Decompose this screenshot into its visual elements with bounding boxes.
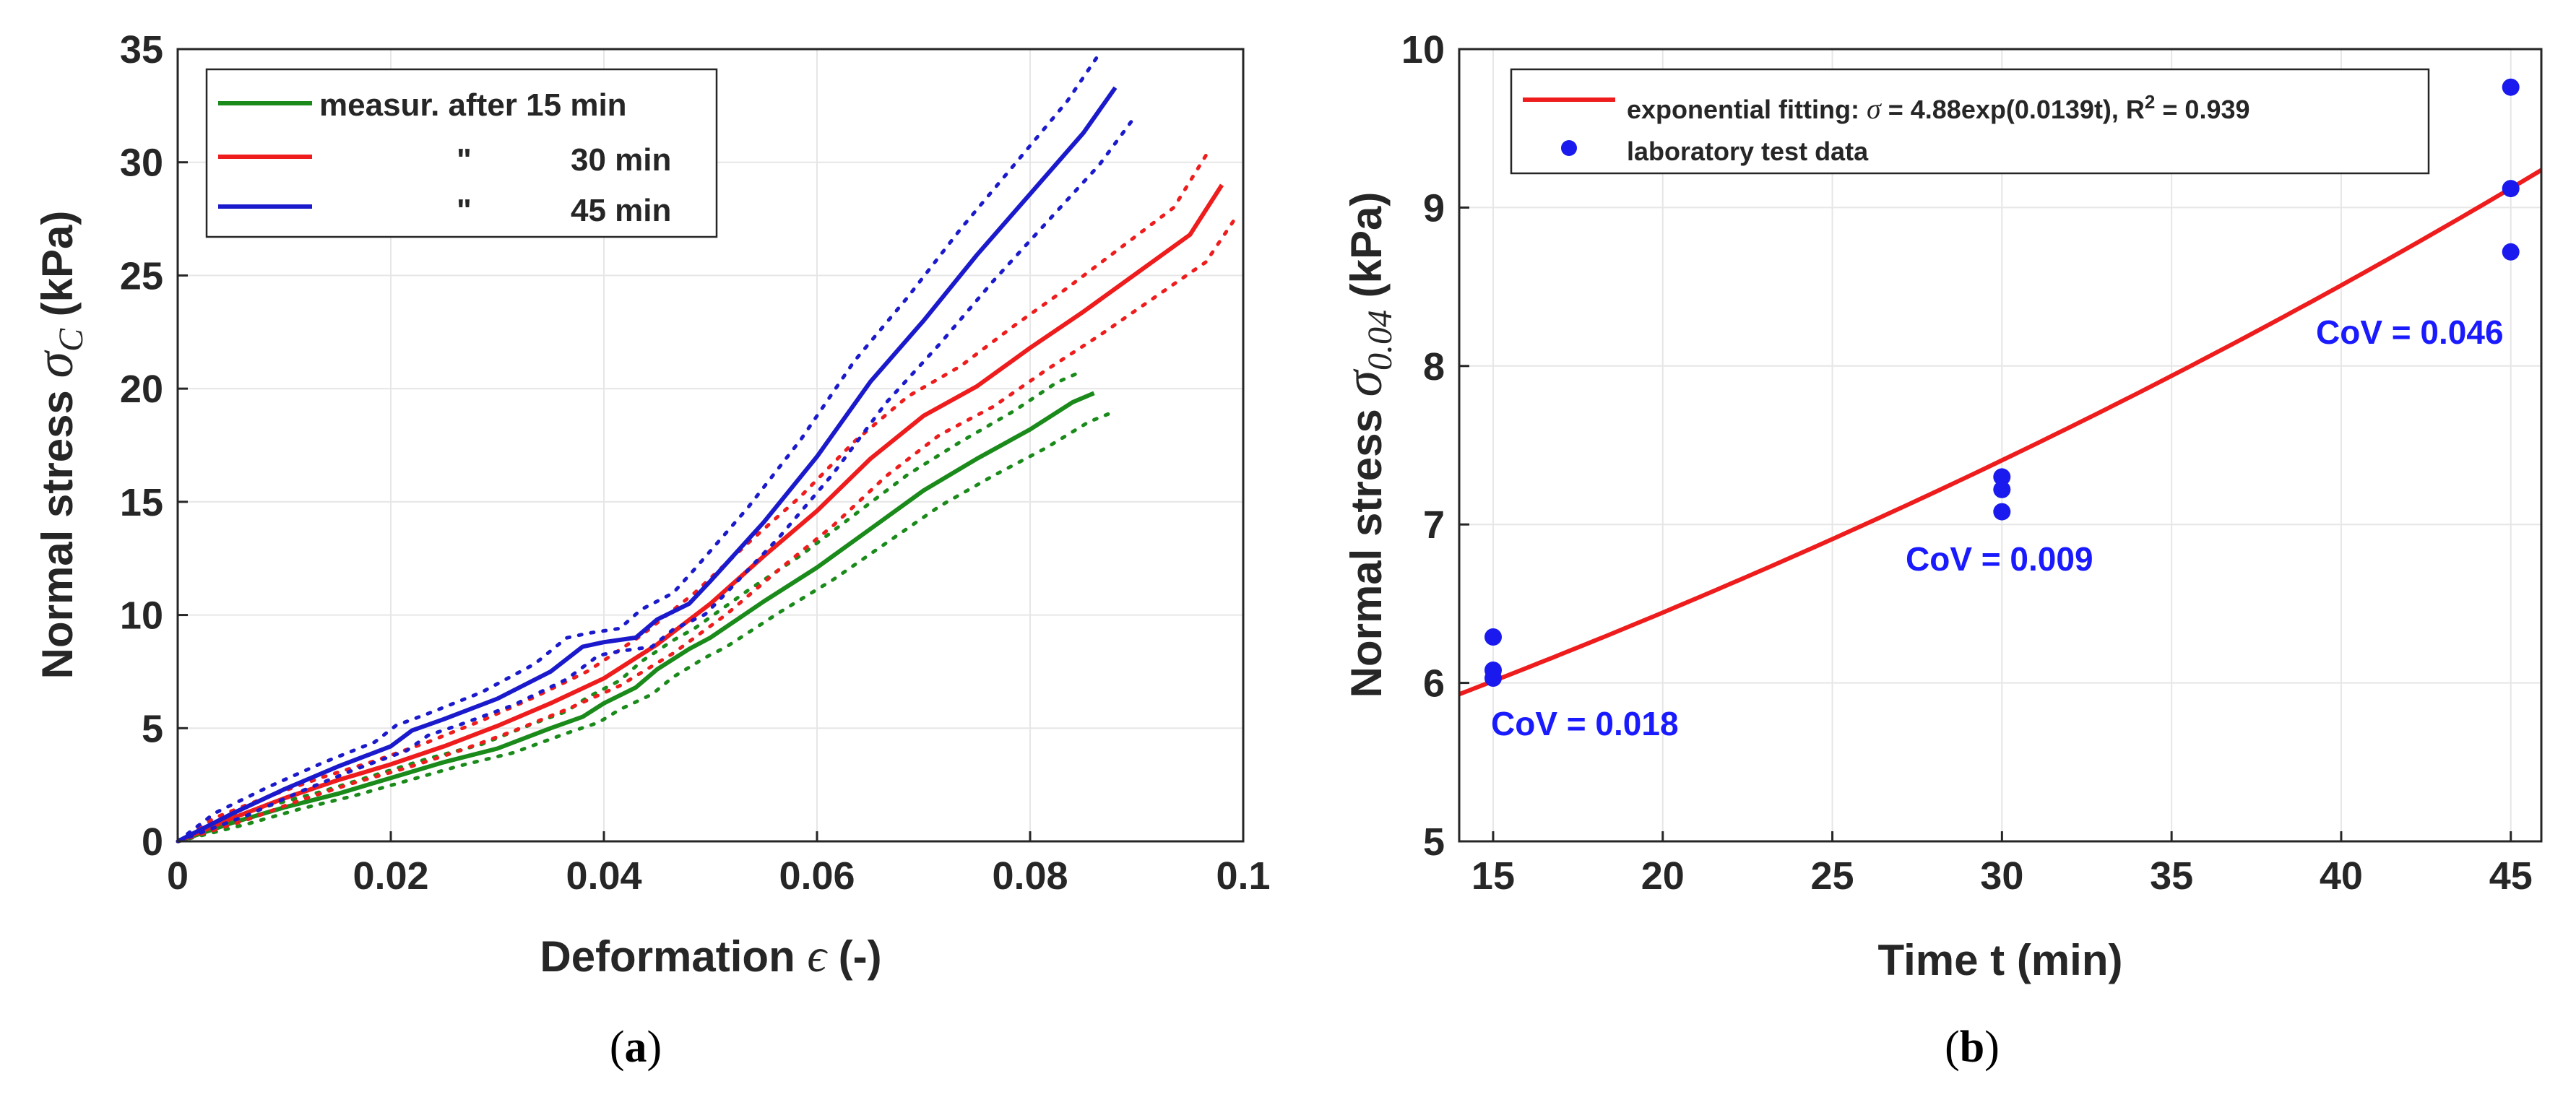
series-b xyxy=(1458,78,2543,697)
cov-annotation-15: CoV = 0.018 xyxy=(1491,705,1679,742)
x-axis-label-a: Deformation ϵ (-) xyxy=(540,929,881,982)
b-xtick-label-3: 30 xyxy=(1980,854,2023,898)
fit-curve-b xyxy=(1458,168,2543,697)
cov-annotation-45: CoV = 0.046 xyxy=(2316,313,2504,351)
legend-b-data-label: laboratory test data xyxy=(1627,136,1869,166)
a-ytick-label-0: 0 xyxy=(142,820,163,864)
a-ytick-label-7: 35 xyxy=(120,28,163,71)
data-point-b-4 xyxy=(1993,480,2011,498)
b-xtick-label-4: 35 xyxy=(2150,854,2193,898)
data-point-b-7 xyxy=(2502,180,2520,198)
b-xtick-label-5: 40 xyxy=(2320,854,2363,898)
series-a-0-mean-line xyxy=(177,391,1095,844)
legend-a-label-30: 30 min xyxy=(571,142,671,178)
b-xtick-label-6: 45 xyxy=(2489,854,2533,898)
legend-a-box xyxy=(205,68,718,238)
series-a-1-specimen-0 xyxy=(176,212,1240,844)
x-ticks-a: 0 0.02 0.04 0.06 0.08 0.1 xyxy=(167,831,1271,898)
legend-a-label-45: 45 min xyxy=(571,193,671,228)
a-xtick-label-3: 0.06 xyxy=(779,854,855,898)
a-xtick-label-0: 0 xyxy=(167,854,189,898)
legend-a: measur. after 15 min " 30 min " 45 min xyxy=(205,68,718,238)
a-xtick-label-4: 0.08 xyxy=(992,854,1068,898)
b-xtick-label-2: 25 xyxy=(1811,854,1854,898)
series-a-2-mean-line xyxy=(176,86,1118,844)
a-xtick-label-1: 0.02 xyxy=(353,854,428,898)
b-xtick-label-0: 15 xyxy=(1471,854,1515,898)
axes-box-a xyxy=(176,48,1245,843)
data-point-b-2 xyxy=(1484,669,1502,687)
legend-b-box xyxy=(1510,68,2430,175)
a-ytick-label-4: 20 xyxy=(120,368,163,411)
legend-b: exponential fitting: σ = 4.88exp(0.0139t… xyxy=(1510,68,2430,175)
series-a-0-specimen-1 xyxy=(176,371,1080,844)
x-axis-label-b: Time t (min) xyxy=(1878,936,2123,984)
series-a-0-specimen-0 xyxy=(176,411,1112,844)
b-ytick-label-4: 9 xyxy=(1423,186,1445,230)
a-ytick-label-3: 15 xyxy=(120,481,163,524)
legend-a-ditto-45: " xyxy=(457,193,472,228)
b-ytick-label-2: 7 xyxy=(1423,503,1445,547)
legend-b-fit-label: exponential fitting: σ = 4.88exp(0.0139t… xyxy=(1627,91,2250,125)
data-point-b-8 xyxy=(2502,243,2520,261)
legend-a-label-15: measur. after 15 min xyxy=(319,87,627,123)
a-ytick-label-5: 25 xyxy=(120,254,163,298)
axes-box-b xyxy=(1458,48,2543,843)
legend-a-ditto-30: " xyxy=(457,142,472,178)
caption-b: (b) xyxy=(1945,1023,2000,1072)
legend-b-marker xyxy=(1561,140,1577,156)
panel-a: 0 0.02 0.04 0.06 0.08 0.1 0 5 10 15 20 25 30 35 meas… xyxy=(25,28,1271,1072)
caption-a: (a) xyxy=(610,1023,662,1072)
a-ytick-label-1: 5 xyxy=(142,707,163,750)
a-ytick-label-2: 10 xyxy=(120,594,163,638)
y-axis-label-b: Normal stress σ0.04 (kPa) xyxy=(1334,192,1399,698)
b-ytick-label-1: 6 xyxy=(1423,662,1445,706)
panel-b: 15 20 25 30 35 40 45 5 6 7 8 9 10 exponential fitti… xyxy=(1334,28,2543,1072)
cov-annotation-30: CoV = 0.009 xyxy=(1906,540,2093,578)
y-axis-label-a: Normal stress σC (kPa) xyxy=(25,211,90,680)
b-ytick-label-5: 10 xyxy=(1401,28,1445,71)
a-xtick-label-5: 0.1 xyxy=(1216,854,1270,898)
series-a-1-mean-line xyxy=(176,183,1224,844)
y-ticks-a: 0 5 10 15 20 25 30 35 xyxy=(120,28,188,864)
y-ticks-b: 5 6 7 8 9 10 xyxy=(1401,28,1469,864)
series-a-2-specimen-0 xyxy=(176,119,1133,844)
x-ticks-b: 15 20 25 30 35 40 45 xyxy=(1471,831,2533,898)
series-a-1-specimen-1 xyxy=(176,153,1208,844)
a-ytick-label-6: 30 xyxy=(120,142,163,185)
plot-area-b xyxy=(1459,49,2541,841)
data-point-b-3 xyxy=(1993,468,2011,486)
series-a xyxy=(176,51,1240,844)
data-point-b-6 xyxy=(2502,78,2520,96)
b-ytick-label-3: 8 xyxy=(1423,345,1445,389)
a-xtick-label-2: 0.04 xyxy=(566,854,641,898)
data-point-b-5 xyxy=(1993,503,2011,521)
data-point-b-0 xyxy=(1484,628,1502,646)
b-ytick-label-0: 5 xyxy=(1423,820,1445,864)
b-xtick-label-1: 20 xyxy=(1641,854,1685,898)
